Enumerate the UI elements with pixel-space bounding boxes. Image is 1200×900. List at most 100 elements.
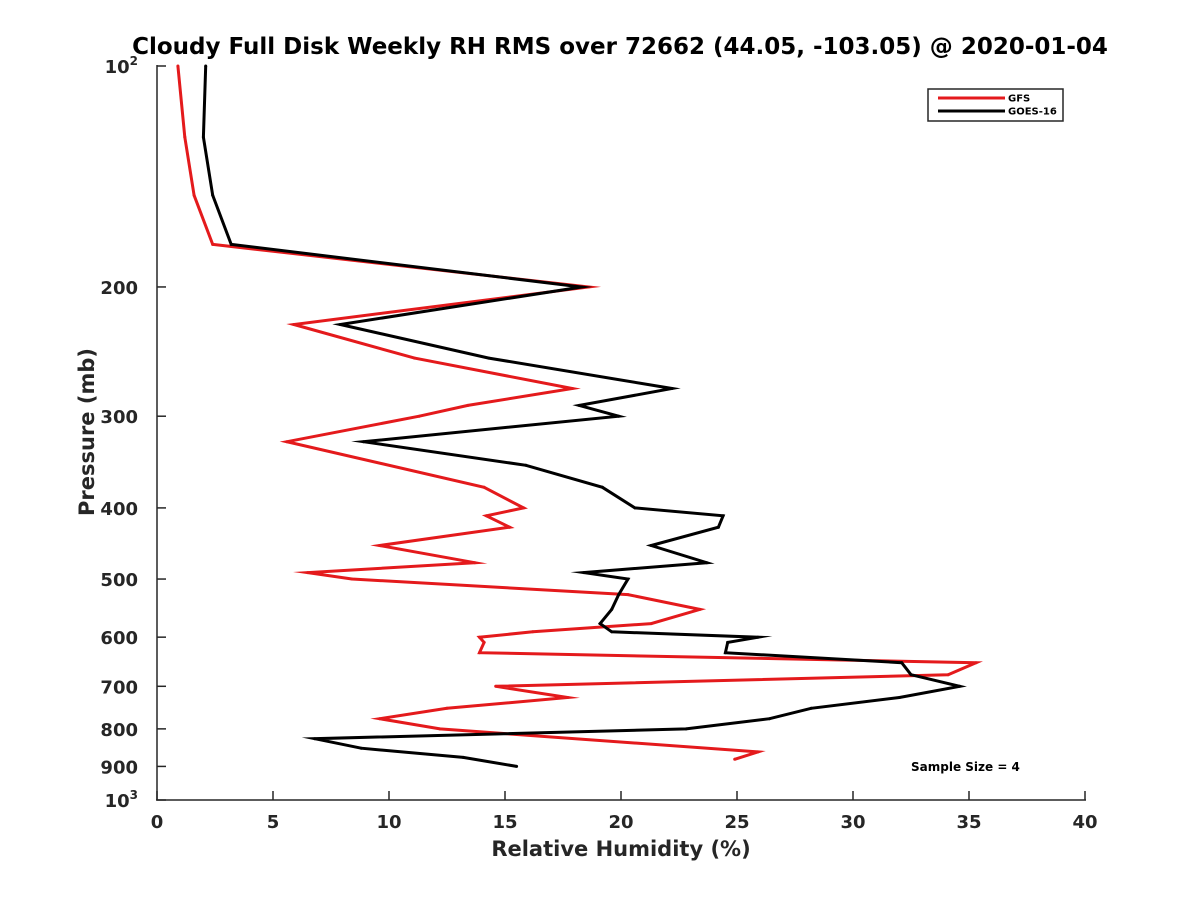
data-point-gfs bbox=[192, 193, 196, 197]
y-ticks: 102 200 300 400 500 600 700 800 900 103 bbox=[100, 54, 166, 812]
y-tick-label: 103 bbox=[105, 788, 138, 812]
series-line-goes16 bbox=[201, 65, 967, 768]
x-tick-label: 15 bbox=[492, 812, 517, 833]
data-point-gfs bbox=[176, 64, 180, 68]
x-tick-label: 0 bbox=[151, 812, 164, 833]
x-tick-label: 10 bbox=[376, 812, 401, 833]
data-point-goes16 bbox=[809, 706, 813, 710]
data-point-gfs bbox=[570, 387, 574, 390]
y-tick-label: 600 bbox=[100, 628, 138, 649]
x-axis-label: Relative Humidity (%) bbox=[491, 837, 750, 861]
data-point-gfs bbox=[626, 593, 630, 597]
data-point-gfs bbox=[974, 661, 978, 665]
data-point-gfs bbox=[350, 577, 354, 581]
data-point-goes16 bbox=[524, 463, 528, 467]
data-point-gfs bbox=[473, 561, 477, 565]
data-point-goes16 bbox=[958, 684, 962, 688]
data-point-goes16 bbox=[598, 622, 602, 626]
legend-label-goes16: GOES-16 bbox=[1008, 107, 1057, 118]
data-point-goes16 bbox=[610, 630, 614, 634]
x-tick-label: 20 bbox=[608, 812, 633, 833]
data-point-gfs bbox=[508, 525, 512, 529]
data-point-gfs bbox=[494, 684, 498, 688]
x-tick-label: 25 bbox=[724, 812, 749, 833]
x-tick-label: 5 bbox=[267, 812, 280, 833]
data-point-goes16 bbox=[461, 755, 465, 759]
data-point-goes16 bbox=[313, 737, 317, 741]
data-point-gfs bbox=[756, 750, 760, 754]
data-point-goes16 bbox=[684, 727, 688, 731]
data-point-gfs bbox=[438, 727, 442, 731]
data-point-goes16 bbox=[201, 135, 205, 139]
data-point-goes16 bbox=[716, 525, 720, 529]
series-points-goes16 bbox=[201, 64, 962, 768]
data-point-gfs bbox=[445, 706, 449, 710]
y-tick-label: 200 bbox=[100, 278, 138, 299]
data-point-gfs bbox=[292, 323, 296, 326]
data-point-goes16 bbox=[670, 387, 674, 390]
data-point-goes16 bbox=[582, 571, 586, 575]
data-point-goes16 bbox=[487, 356, 491, 360]
data-point-gfs bbox=[649, 622, 653, 626]
y-tick-label: 400 bbox=[100, 499, 138, 520]
data-point-gfs bbox=[378, 544, 382, 547]
data-point-goes16 bbox=[600, 485, 604, 489]
series-points-gfs bbox=[176, 64, 978, 761]
x-tick-label: 35 bbox=[956, 812, 981, 833]
data-point-goes16 bbox=[362, 440, 365, 444]
data-point-gfs bbox=[946, 673, 950, 677]
data-point-gfs bbox=[522, 506, 526, 510]
data-point-goes16 bbox=[229, 242, 233, 246]
data-point-goes16 bbox=[900, 661, 904, 665]
data-point-gfs bbox=[378, 717, 382, 721]
data-point-gfs bbox=[466, 403, 470, 407]
data-point-goes16 bbox=[897, 696, 901, 699]
data-point-gfs bbox=[698, 607, 702, 611]
data-point-gfs bbox=[211, 242, 215, 246]
data-point-goes16 bbox=[756, 635, 760, 639]
data-point-goes16 bbox=[359, 746, 363, 750]
data-point-gfs bbox=[183, 135, 187, 139]
data-point-goes16 bbox=[610, 607, 614, 611]
data-point-goes16 bbox=[726, 640, 730, 644]
y-tick-label: 500 bbox=[100, 570, 138, 591]
legend: GFS GOES-16 bbox=[927, 88, 1064, 122]
data-point-goes16 bbox=[633, 506, 637, 510]
legend-label-gfs: GFS bbox=[1008, 94, 1030, 105]
y-tick-label: 700 bbox=[100, 677, 138, 698]
data-point-goes16 bbox=[577, 403, 581, 407]
data-point-gfs bbox=[417, 414, 421, 418]
data-point-goes16 bbox=[515, 764, 519, 768]
data-point-goes16 bbox=[705, 561, 709, 565]
data-point-gfs bbox=[478, 651, 481, 655]
data-point-gfs bbox=[413, 356, 416, 360]
x-tick-label: 40 bbox=[1072, 812, 1097, 833]
data-point-goes16 bbox=[721, 514, 725, 518]
data-point-gfs bbox=[482, 640, 486, 644]
sample-size-annotation: Sample Size = 4 bbox=[911, 760, 1020, 774]
data-point-goes16 bbox=[617, 414, 621, 418]
data-point-goes16 bbox=[580, 285, 584, 289]
data-point-goes16 bbox=[617, 593, 621, 597]
data-point-goes16 bbox=[626, 577, 630, 581]
y-tick-label: 300 bbox=[100, 407, 138, 428]
data-point-goes16 bbox=[723, 651, 727, 655]
data-point-gfs bbox=[478, 635, 481, 639]
data-point-gfs bbox=[566, 696, 570, 699]
data-point-gfs bbox=[733, 757, 737, 761]
data-point-gfs bbox=[285, 440, 289, 444]
data-point-gfs bbox=[306, 571, 310, 575]
y-tick-label: 800 bbox=[100, 720, 138, 741]
legend-box bbox=[927, 88, 1064, 122]
data-point-goes16 bbox=[768, 717, 771, 721]
chart-title: Cloudy Full Disk Weekly RH RMS over 7266… bbox=[132, 34, 1108, 60]
data-point-goes16 bbox=[909, 673, 913, 677]
data-point-goes16 bbox=[338, 323, 342, 326]
x-tick-label: 30 bbox=[840, 812, 865, 833]
y-tick-label: 102 bbox=[105, 54, 138, 78]
data-point-goes16 bbox=[649, 544, 653, 547]
series-layer bbox=[176, 64, 983, 768]
y-tick-label: 900 bbox=[100, 757, 138, 778]
